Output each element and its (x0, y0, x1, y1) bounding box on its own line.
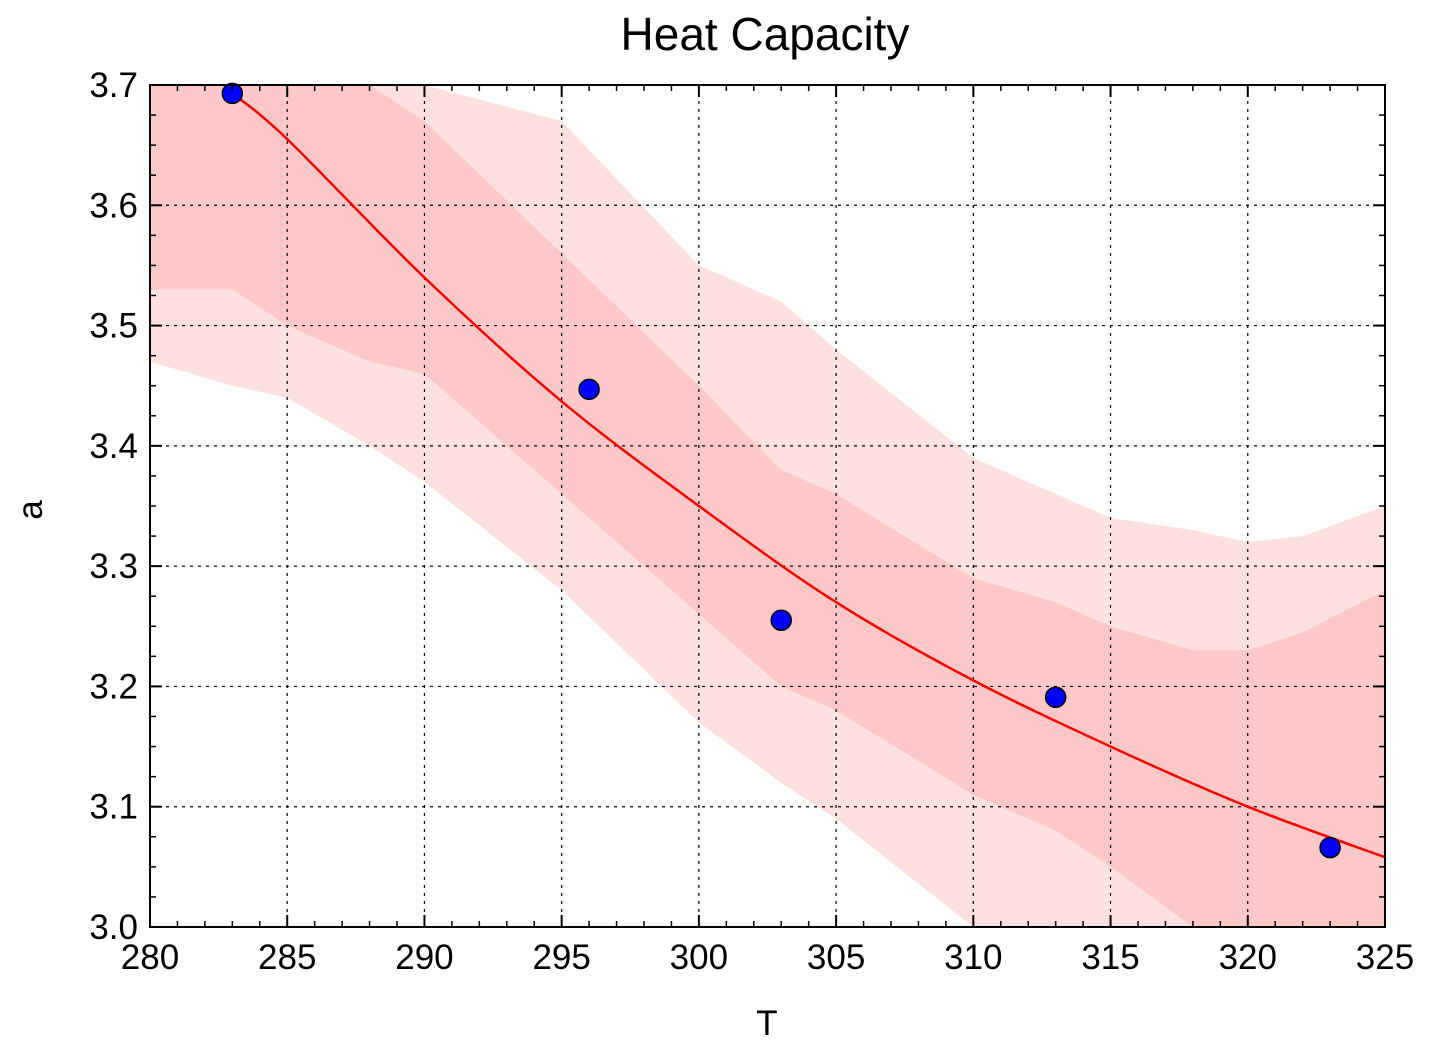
y-tick-label: 3.0 (89, 908, 138, 947)
y-tick-label: 3.2 (89, 667, 138, 706)
data-point (770, 609, 792, 632)
data-point (1044, 686, 1067, 709)
x-tick-label: 295 (532, 938, 590, 977)
y-tick-label: 3.5 (89, 307, 138, 346)
y-tick-label: 3.6 (89, 186, 138, 225)
x-tick-label: 300 (670, 938, 728, 977)
data-point (578, 378, 600, 401)
y-tick-label: 3.4 (89, 427, 138, 466)
x-tick-label: 290 (395, 938, 453, 977)
y-tick-label: 3.1 (89, 788, 138, 827)
data-point (1319, 836, 1341, 859)
x-tick-label: 325 (1356, 938, 1414, 977)
x-tick-label: 285 (258, 938, 316, 977)
y-tick-label: 3.3 (89, 547, 138, 586)
fit-curve (231, 92, 1385, 859)
x-axis-label: T (756, 1004, 777, 1043)
x-tick-label: 310 (944, 938, 1002, 977)
y-tick-label: 3.7 (89, 66, 138, 105)
x-tick-label: 305 (807, 938, 865, 977)
data-point (221, 82, 244, 105)
x-tick-label: 320 (1219, 938, 1277, 977)
y-axis-label: a (11, 500, 50, 520)
chart-title: Heat Capacity (621, 8, 910, 60)
inner-band (150, 85, 1385, 927)
x-tick-label: 315 (1081, 938, 1139, 977)
x-tick-label: 280 (121, 938, 179, 977)
